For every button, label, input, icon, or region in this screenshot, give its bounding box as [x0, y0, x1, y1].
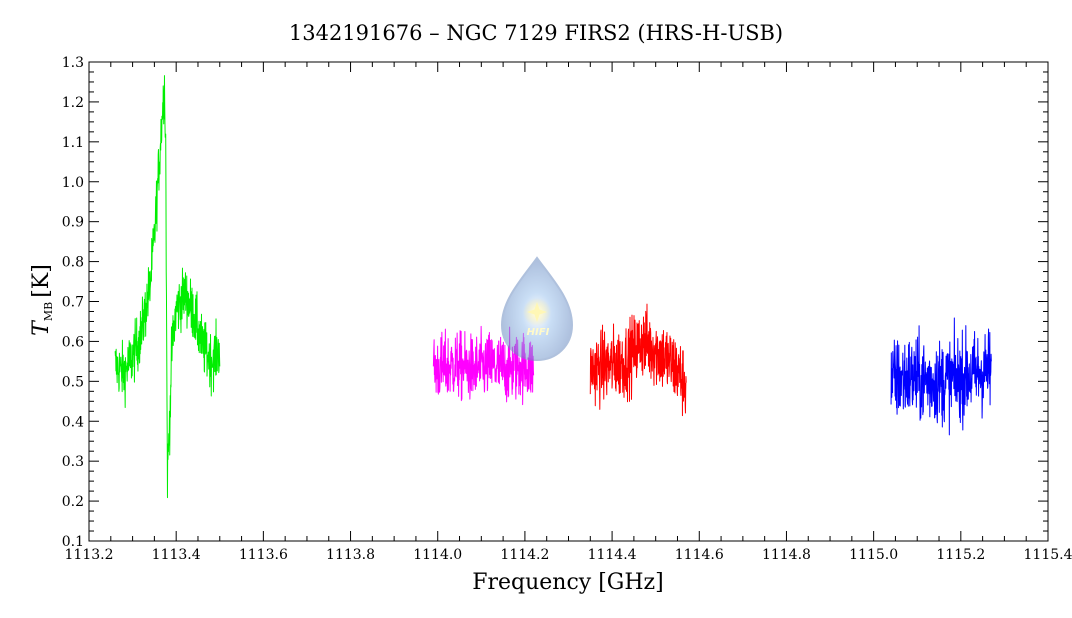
series-line [114, 75, 221, 499]
chart-title: 1342191676 – NGC 7129 FIRS2 (HRS-H-USB) [289, 21, 783, 45]
star-icon [527, 302, 547, 322]
y-tick-label: 0.1 [62, 534, 84, 550]
y-tick-label: 0.2 [62, 494, 84, 510]
x-tick-label: 1114.4 [588, 547, 637, 563]
y-tick-label: 0.4 [62, 414, 84, 430]
series-line [589, 303, 687, 417]
x-tick-label: 1114.8 [762, 547, 811, 563]
y-tick-label: 1.1 [62, 135, 84, 151]
hifi-watermark-logo: HIFI [500, 256, 574, 362]
x-tick-label: 1115.0 [849, 547, 898, 563]
logo-text: HIFI [527, 327, 550, 338]
y-tick-label: 0.7 [62, 295, 84, 311]
y-tick-label: 1.2 [62, 95, 84, 111]
x-tick-label: 1113.6 [239, 547, 288, 563]
y-tick-label: 0.8 [62, 255, 84, 271]
x-tick-label: 1115.2 [936, 547, 985, 563]
x-tick-label: 1113.8 [326, 547, 375, 563]
y-tick-label: 0.5 [62, 374, 84, 390]
y-tick-label: 1.0 [62, 175, 84, 191]
axes: 1113.2 1113.4 1113.6 1113.8 1114.0 1114.2 1114… [62, 55, 1072, 563]
x-tick-label: 1113.2 [65, 547, 114, 563]
x-tick-label: 1114.6 [675, 547, 724, 563]
series-line [432, 325, 535, 406]
y-tick-label: 1.3 [62, 55, 84, 71]
y-tick-label: 0.9 [62, 215, 84, 231]
x-tick-label: 1113.4 [152, 547, 201, 563]
y-axis-unit: [K] [29, 264, 54, 298]
x-tick-label: 1115.4 [1024, 547, 1072, 563]
y-tick-label: 0.3 [62, 454, 84, 470]
y-axis-symbol: T [29, 319, 54, 336]
x-tick-label: 1114.2 [500, 547, 549, 563]
x-axis-label: Frequency [GHz] [472, 570, 664, 595]
y-axis-label: TMB [K] [29, 264, 55, 336]
y-tick-label: 0.6 [62, 334, 84, 350]
y-axis-subscript: MB [42, 302, 55, 321]
plot-frame [88, 61, 1049, 542]
spectrum-traces [114, 75, 992, 499]
series-line [890, 317, 992, 436]
x-tick-label: 1114.0 [413, 547, 462, 563]
